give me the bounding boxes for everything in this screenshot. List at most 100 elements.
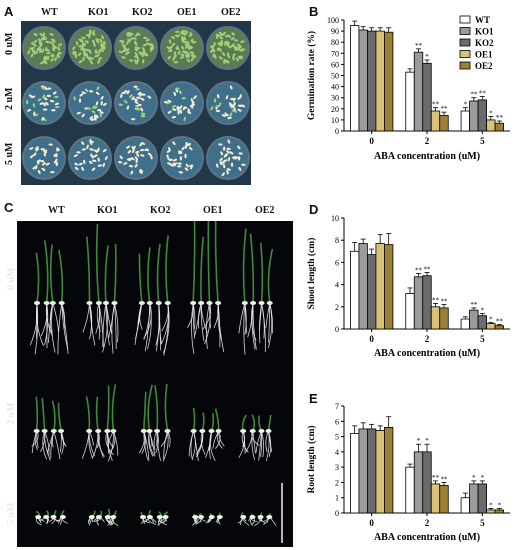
seed bbox=[38, 46, 42, 51]
seed bbox=[175, 47, 180, 50]
seed bbox=[185, 141, 188, 147]
seed bbox=[221, 172, 225, 177]
seed bbox=[81, 36, 86, 40]
col-label-ko1: KO1 bbox=[88, 7, 109, 18]
petri-dish bbox=[24, 28, 64, 68]
y-tick-label: 0 bbox=[335, 325, 339, 334]
seed bbox=[101, 35, 104, 40]
bar-oe1 bbox=[430, 306, 441, 330]
seed bbox=[179, 109, 183, 114]
seedling-shoot bbox=[192, 221, 196, 304]
significance-mark: ** bbox=[470, 91, 478, 99]
seedling-root bbox=[192, 302, 196, 329]
seed bbox=[173, 51, 177, 56]
seed bbox=[99, 112, 102, 118]
col-label-oe1: OE1 bbox=[177, 7, 197, 18]
seed bbox=[192, 41, 197, 44]
significance-mark: * bbox=[489, 315, 493, 323]
seed bbox=[42, 32, 45, 37]
seed bbox=[193, 95, 197, 99]
seedling-root bbox=[134, 302, 143, 345]
seed bbox=[97, 108, 102, 112]
seedling-root bbox=[42, 430, 47, 460]
seed bbox=[81, 42, 85, 47]
seed bbox=[226, 40, 230, 45]
seed bbox=[41, 116, 45, 121]
bar-ko1 bbox=[413, 276, 424, 330]
seedling-root bbox=[107, 430, 114, 462]
seedling-root bbox=[51, 302, 56, 353]
seed bbox=[181, 40, 187, 44]
seedling-shoot bbox=[95, 396, 99, 432]
seed bbox=[83, 42, 87, 47]
seed bbox=[119, 155, 123, 160]
significance-mark: * bbox=[425, 437, 429, 445]
seed bbox=[219, 157, 223, 162]
seed bbox=[98, 49, 101, 54]
seed bbox=[168, 39, 172, 44]
seed bbox=[225, 60, 230, 64]
seed bbox=[74, 162, 79, 166]
seed bbox=[133, 98, 138, 102]
seed-coat bbox=[104, 515, 111, 519]
seed bbox=[229, 85, 233, 90]
seedling-shoot bbox=[147, 384, 154, 432]
seed bbox=[93, 154, 98, 158]
seed bbox=[216, 34, 219, 39]
seedling-root bbox=[149, 430, 156, 457]
x-axis-label: ABA concentration (uM) bbox=[374, 532, 480, 543]
seed bbox=[83, 159, 86, 165]
seed-coat bbox=[33, 429, 40, 433]
legend-swatch-ko1 bbox=[459, 27, 471, 35]
seed bbox=[127, 157, 133, 161]
seed bbox=[35, 148, 39, 152]
seed bbox=[237, 145, 241, 150]
seed bbox=[181, 36, 185, 40]
seed bbox=[175, 30, 180, 33]
y-tick-label: 10 bbox=[331, 214, 339, 223]
seedling-root bbox=[265, 430, 270, 462]
seed bbox=[132, 145, 136, 150]
seed bbox=[37, 98, 42, 102]
seed bbox=[33, 111, 36, 116]
seed bbox=[73, 154, 78, 157]
seed bbox=[173, 91, 176, 97]
seed bbox=[222, 52, 226, 57]
seed-coat bbox=[216, 515, 223, 519]
seed bbox=[166, 149, 171, 153]
seed bbox=[97, 157, 100, 162]
bar-wt bbox=[405, 293, 415, 330]
seed bbox=[188, 146, 193, 151]
seed bbox=[39, 42, 42, 47]
seed bbox=[223, 43, 229, 46]
seedling-shoot bbox=[138, 253, 143, 304]
col-label-ko2: KO2 bbox=[132, 7, 153, 18]
bar-oe2 bbox=[439, 115, 449, 132]
seed bbox=[227, 139, 231, 144]
seed bbox=[232, 156, 237, 159]
bar-oe1 bbox=[375, 243, 385, 330]
seedling-shoot bbox=[242, 228, 247, 304]
significance-mark: ** bbox=[415, 42, 423, 50]
y-tick-label: 4 bbox=[335, 281, 339, 290]
seed bbox=[52, 91, 57, 95]
seed bbox=[130, 157, 135, 161]
seed bbox=[211, 47, 214, 53]
seedling-shoot bbox=[85, 396, 91, 432]
seed bbox=[234, 47, 239, 51]
seed bbox=[32, 166, 37, 170]
y-tick-label: 6 bbox=[335, 417, 339, 426]
seed bbox=[137, 91, 142, 96]
seed bbox=[88, 49, 92, 54]
seedling-root bbox=[105, 430, 114, 456]
seedling-shoot bbox=[43, 240, 49, 304]
seed bbox=[122, 49, 127, 53]
seed bbox=[127, 150, 132, 154]
seed-coat bbox=[111, 301, 118, 305]
seed bbox=[81, 148, 87, 151]
seedling-root bbox=[89, 302, 92, 334]
y-tick-label: 90 bbox=[331, 27, 339, 36]
bar-ko1 bbox=[358, 29, 368, 132]
seed bbox=[52, 43, 55, 48]
